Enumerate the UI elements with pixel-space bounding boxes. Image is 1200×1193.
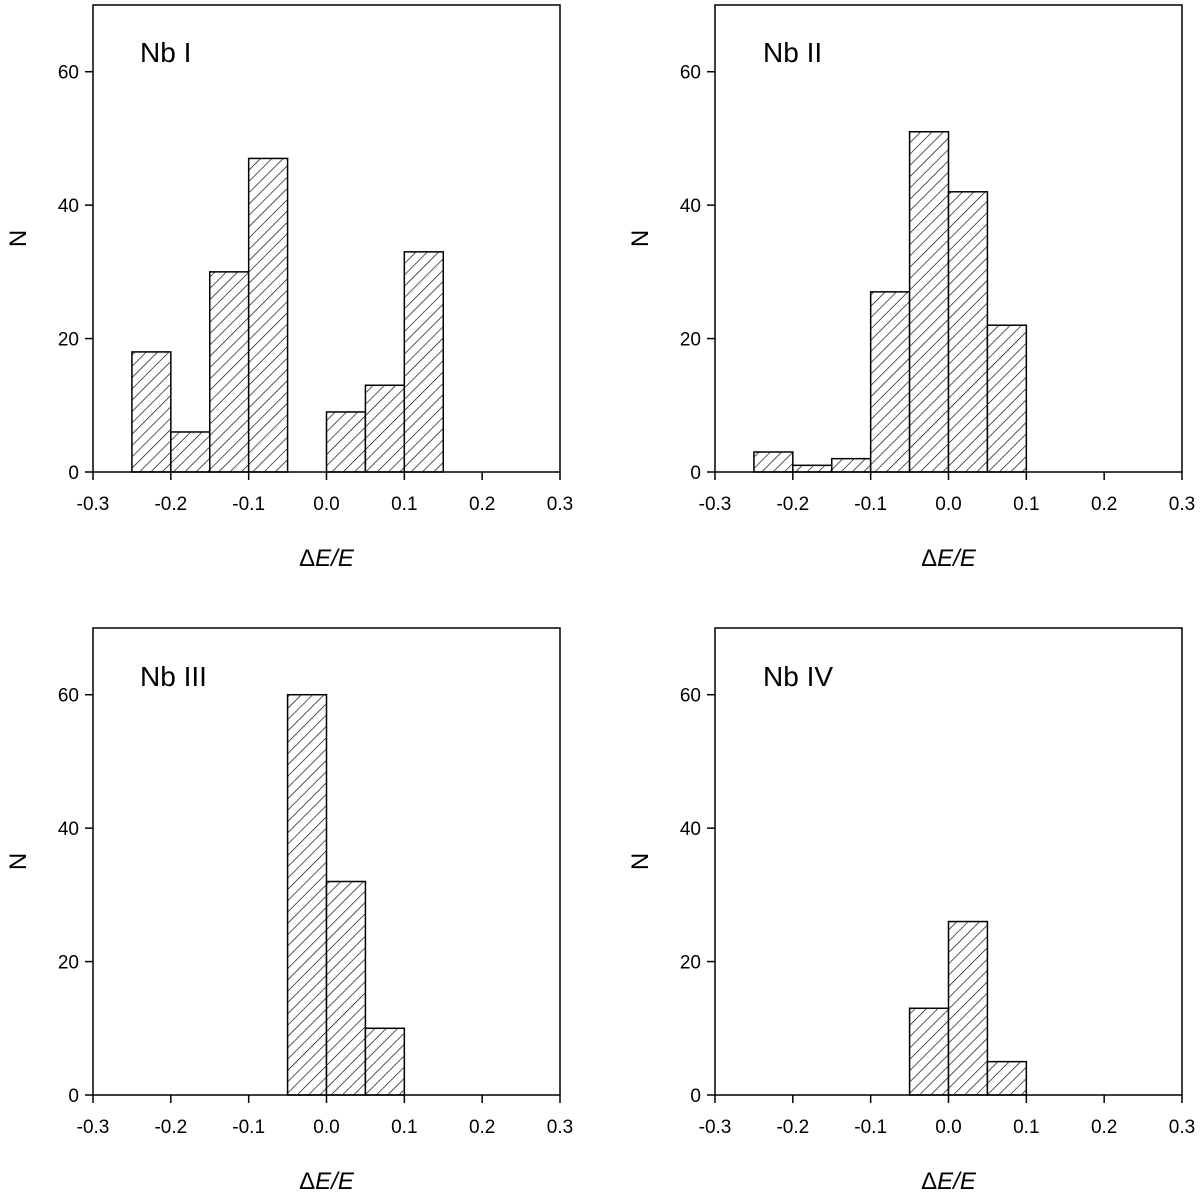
- histogram-bar: [131, 351, 172, 473]
- y-tick-label: 0: [690, 463, 701, 484]
- x-tick-label: 0.2: [469, 1117, 495, 1138]
- x-tick-label: -0.2: [776, 494, 809, 515]
- x-axis-title-ratio: E/E: [937, 545, 977, 572]
- x-tick-label: -0.2: [776, 1117, 809, 1138]
- x-tick-label: 0.0: [313, 1117, 339, 1138]
- histogram-panel-1: -0.3 -0.2 -0.1 0.0 0.1 0.2 0.3 0 20 40 60 N ΔE/E Nb I: [5, 4, 573, 572]
- histogram-bar: [364, 384, 406, 473]
- x-tick-label: 0.1: [391, 1117, 417, 1138]
- y-tick-label: 60: [680, 63, 701, 84]
- x-tick-label: 0.3: [1169, 494, 1195, 515]
- histogram-bar: [831, 457, 872, 473]
- histogram-bar: [170, 431, 211, 473]
- x-axis-title: ΔE/E: [921, 1168, 977, 1193]
- y-axis-title: N: [627, 853, 654, 870]
- panel-label: Nb II: [763, 37, 822, 68]
- histogram-panel-2: -0.3 -0.2 -0.1 0.0 0.1 0.2 0.3 0 20 40 60 N ΔE/E Nb I…: [627, 4, 1195, 572]
- y-tick-label: 60: [58, 686, 79, 707]
- x-axis-title-ratio: E/E: [315, 1168, 355, 1193]
- x-axis-title-ratio: E/E: [315, 545, 355, 572]
- x-axis-title-prefix: Δ: [299, 1168, 315, 1193]
- x-tick-label: -0.1: [854, 494, 887, 515]
- x-tick-label: -0.3: [77, 1117, 110, 1138]
- histogram-bar: [403, 251, 445, 473]
- histogram-bar: [753, 451, 794, 473]
- histogram-panel-4: -0.3 -0.2 -0.1 0.0 0.1 0.2 0.3 0 20 40 60 N ΔE/E Nb I…: [627, 627, 1195, 1193]
- x-axis-title-prefix: Δ: [921, 1168, 937, 1193]
- histogram-bar: [209, 271, 250, 473]
- x-tick-label: 0.0: [935, 494, 961, 515]
- y-tick-label: 0: [690, 1086, 701, 1107]
- panel-label: Nb IV: [763, 661, 833, 692]
- y-tick-label: 0: [68, 463, 79, 484]
- x-axis-title: ΔE/E: [921, 545, 977, 572]
- histogram-bar: [947, 191, 989, 473]
- histogram-bar: [986, 324, 1028, 473]
- x-tick-label: -0.1: [232, 494, 265, 515]
- x-tick-label: 0.3: [547, 494, 573, 515]
- histogram-bar: [792, 464, 833, 473]
- y-tick-label: 60: [58, 63, 79, 84]
- y-tick-label: 40: [58, 819, 79, 840]
- histogram-bar: [286, 693, 328, 1096]
- x-tick-label: -0.2: [154, 1117, 187, 1138]
- y-tick-label: 20: [680, 953, 701, 974]
- y-tick-label: 20: [58, 953, 79, 974]
- x-tick-label: 0.2: [469, 494, 495, 515]
- x-tick-label: 0.2: [1091, 1117, 1117, 1138]
- histogram-bar: [325, 880, 367, 1096]
- y-tick-label: 0: [68, 1086, 79, 1107]
- x-tick-label: 0.1: [391, 494, 417, 515]
- x-tick-label: -0.3: [699, 494, 732, 515]
- x-axis-title: ΔE/E: [299, 545, 355, 572]
- y-tick-label: 40: [58, 196, 79, 217]
- histogram-bar: [325, 411, 367, 473]
- x-axis-title-ratio: E/E: [937, 1168, 977, 1193]
- x-tick-label: 0.0: [935, 1117, 961, 1138]
- x-tick-label: 0.1: [1013, 1117, 1039, 1138]
- panel-label: Nb III: [140, 661, 207, 692]
- y-axis-title: N: [5, 230, 32, 247]
- histogram-bar: [908, 131, 950, 473]
- x-tick-label: -0.3: [77, 494, 110, 515]
- y-axis-title: N: [5, 853, 32, 870]
- x-axis-title-prefix: Δ: [921, 545, 937, 572]
- histogram-bar: [364, 1027, 406, 1096]
- histogram-bar: [947, 920, 989, 1096]
- x-tick-label: -0.1: [232, 1117, 265, 1138]
- histogram-panel-3: -0.3 -0.2 -0.1 0.0 0.1 0.2 0.3 0 20 40 60 N ΔE/E Nb I…: [5, 627, 573, 1193]
- x-tick-label: 0.3: [547, 1117, 573, 1138]
- x-axis-title-prefix: Δ: [299, 545, 315, 572]
- x-axis-title: ΔE/E: [299, 1168, 355, 1193]
- histogram-bar: [908, 1007, 950, 1096]
- histogram-bar: [986, 1060, 1028, 1096]
- y-tick-label: 20: [58, 330, 79, 351]
- x-tick-label: -0.2: [154, 494, 187, 515]
- y-tick-label: 20: [680, 330, 701, 351]
- x-tick-label: 0.0: [313, 494, 339, 515]
- panel-label: Nb I: [140, 37, 191, 68]
- y-tick-label: 40: [680, 196, 701, 217]
- x-tick-label: 0.1: [1013, 494, 1039, 515]
- y-tick-label: 60: [680, 686, 701, 707]
- x-tick-label: 0.2: [1091, 494, 1117, 515]
- y-tick-label: 40: [680, 819, 701, 840]
- histogram-bar: [247, 157, 289, 473]
- x-tick-label: -0.3: [699, 1117, 732, 1138]
- x-tick-label: 0.3: [1169, 1117, 1195, 1138]
- y-axis-title: N: [627, 230, 654, 247]
- x-tick-label: -0.1: [854, 1117, 887, 1138]
- histogram-bar: [869, 291, 911, 473]
